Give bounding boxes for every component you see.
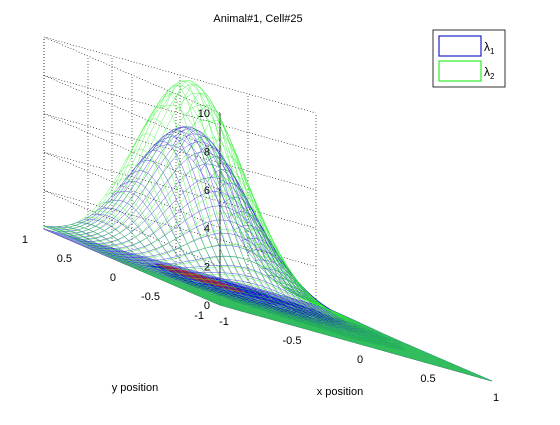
surface-2-mesh-line bbox=[131, 266, 405, 344]
legend-swatch-lambda-1 bbox=[438, 35, 482, 57]
surface-2-mesh-line bbox=[247, 243, 425, 363]
z-tick-label: 8 bbox=[204, 146, 210, 158]
y-tick-label: 0.5 bbox=[57, 253, 72, 265]
surface-2-mesh-line bbox=[241, 229, 418, 361]
grid-line bbox=[43, 151, 221, 229]
y-tick-label: -0.5 bbox=[141, 291, 160, 303]
x-tick-label: 1 bbox=[493, 392, 499, 404]
surface-2-mesh-line bbox=[123, 262, 396, 340]
surface-2-mesh-line bbox=[61, 80, 334, 312]
grid-line bbox=[43, 113, 221, 191]
grid-line bbox=[43, 75, 221, 152]
surface-2-mesh-line bbox=[288, 291, 465, 374]
legend-entry-lambda-2: λ2 bbox=[484, 65, 495, 81]
tick-labels: 0 2 4 6 8 10 -1 -0.5 0 0.5 1 -1 -0.5 0 0.5 1 bbox=[22, 108, 499, 404]
z-tick-label: 10 bbox=[198, 108, 210, 120]
surface-2-mesh-line bbox=[118, 260, 391, 338]
floor-mesh-line bbox=[48, 230, 321, 307]
z-tick-label: 0 bbox=[204, 300, 210, 312]
grid-line bbox=[43, 190, 221, 267]
x-axis-label: x position bbox=[317, 386, 363, 398]
surface-2-mesh-line bbox=[261, 266, 438, 367]
y-tick-label: 0 bbox=[110, 272, 116, 284]
surface-2-mesh-line bbox=[43, 104, 317, 305]
chart-title: Animal#1, Cell#25 bbox=[213, 13, 302, 25]
floor-mesh-line bbox=[43, 228, 317, 305]
legend-swatch-lambda-2 bbox=[438, 60, 482, 82]
surface-2-mesh-line bbox=[315, 303, 493, 382]
surface-2-mesh-line bbox=[65, 84, 339, 314]
z-tick-label: 4 bbox=[204, 223, 210, 235]
surface-2-mesh-line bbox=[52, 85, 325, 308]
surface-2-mesh-line bbox=[57, 80, 330, 310]
y-axis-label: y position bbox=[112, 382, 158, 394]
surface-2-mesh-line bbox=[281, 286, 459, 372]
grid-line bbox=[43, 151, 317, 229]
surface-2-mesh-line bbox=[268, 274, 445, 368]
surface-2-mesh-line bbox=[234, 212, 411, 359]
z-tick-label: 2 bbox=[204, 262, 210, 274]
y-tick-label: 1 bbox=[22, 234, 28, 246]
surface-2-mesh-line bbox=[127, 264, 400, 342]
x-tick-label: -0.5 bbox=[283, 335, 302, 347]
x-tick-label: 0.5 bbox=[420, 373, 435, 385]
surface-2-mesh-line bbox=[48, 93, 321, 307]
surface-1-mesh-line bbox=[43, 144, 317, 304]
surface-2-mesh-line bbox=[193, 104, 370, 348]
surface-2-mesh-line bbox=[109, 243, 383, 334]
surface-2-mesh-line bbox=[227, 194, 404, 357]
grid-line bbox=[43, 36, 221, 114]
surface-1-mesh-line bbox=[48, 136, 321, 306]
z-tick-label: 6 bbox=[204, 185, 210, 197]
legend: λ1 λ2 bbox=[432, 29, 506, 88]
surfaces bbox=[43, 80, 493, 382]
x-tick-label: -1 bbox=[219, 316, 229, 328]
surface-2-mesh-line bbox=[74, 104, 347, 318]
surface-2-mesh-line bbox=[275, 281, 452, 370]
surface-2-mesh-line bbox=[309, 301, 486, 380]
grid-line bbox=[43, 36, 317, 114]
legend-entry-lambda-1: λ1 bbox=[484, 40, 495, 56]
y-tick-label: -1 bbox=[194, 310, 204, 322]
x-tick-label: 0 bbox=[357, 354, 363, 366]
surface-2-mesh-line bbox=[186, 92, 363, 346]
surface-2-mesh-line bbox=[254, 256, 431, 365]
surface-2-mesh-line bbox=[114, 256, 387, 336]
